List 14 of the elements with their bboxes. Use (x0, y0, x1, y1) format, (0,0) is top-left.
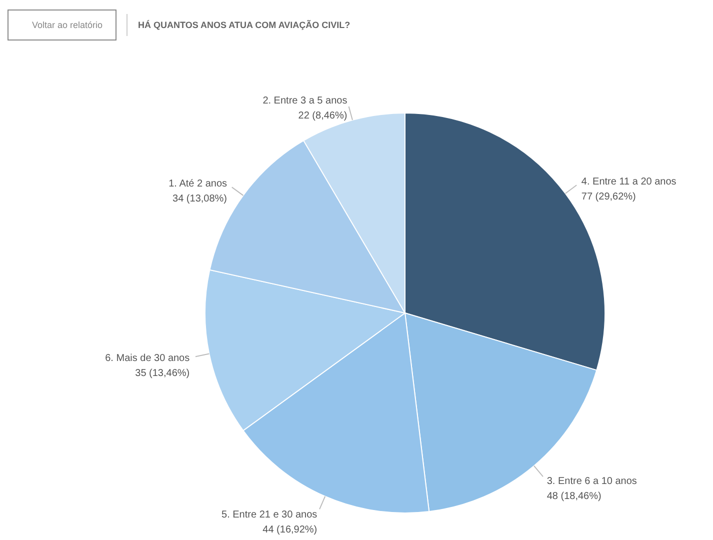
slice-label: 3. Entre 6 a 10 anos (546, 476, 637, 488)
data-label: 44 (16,92%) (262, 524, 318, 536)
data-label: 35 (13,46%) (135, 368, 190, 379)
text: Voltar ao relatório (32, 20, 103, 30)
slice-label: 1. Até 2 anos (168, 178, 228, 190)
data-label: 22 (8,46%) (298, 110, 348, 122)
slice-label: 6. Mais de 30 anos (105, 352, 190, 364)
data-label: 77 (29,62%) (581, 192, 636, 203)
slice-label: 5. Entre 21 e 30 anos (222, 510, 318, 521)
chart-title: HÁ QUANTOS ANOS ATUA COM AVIAÇÃO CIVIL? (138, 19, 350, 30)
slice-label: 2. Entre 3 a 5 anos (262, 96, 348, 107)
data-label: 48 (18,46%) (546, 491, 602, 502)
data-label: 34 (13,08%) (172, 194, 228, 205)
slice-label: 4. Entre 11 a 20 anos (581, 176, 676, 188)
